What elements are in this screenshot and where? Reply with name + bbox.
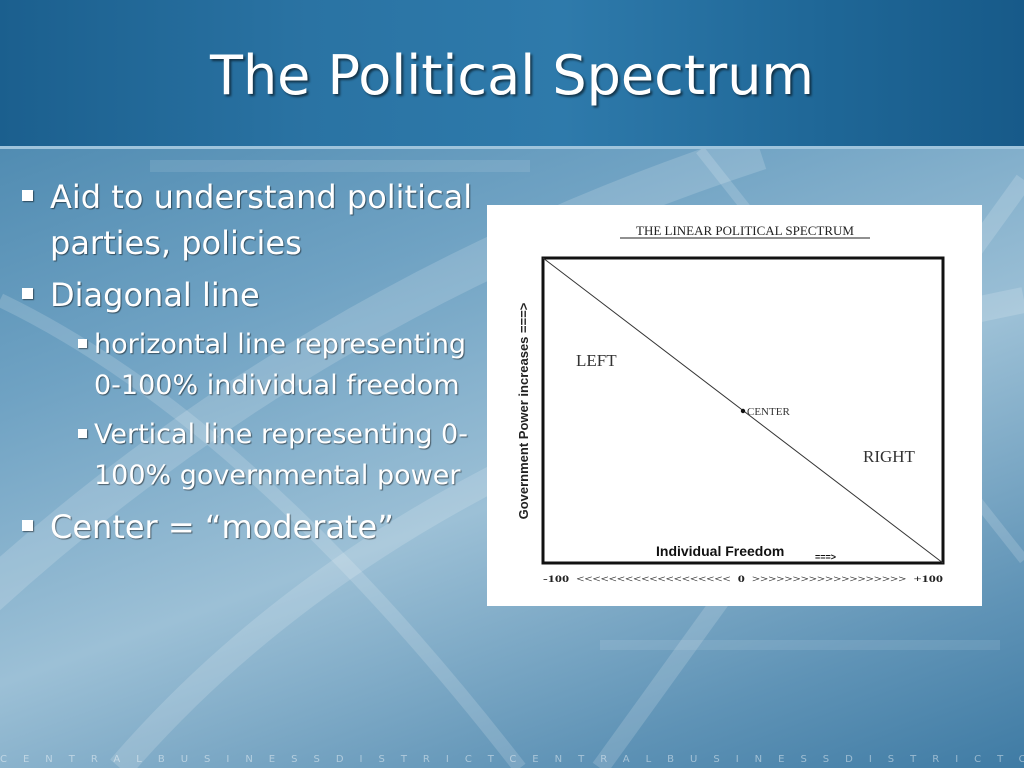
x-axis-arrow: ===> — [815, 552, 836, 562]
square-bullet-icon — [22, 520, 33, 531]
spectrum-figure: THE LINEAR POLITICAL SPECTRUM CENTER LEF… — [487, 205, 982, 606]
scale-text: -100 <<<<<<<<<<<<<<<<<<< 0 >>>>>>>>>>>>>… — [543, 574, 944, 584]
sub-bullet-item: horizontal line representing 0-100% indi… — [16, 324, 476, 406]
x-axis-label: Individual Freedom — [656, 543, 784, 559]
sub-bullet-text: horizontal line representing 0-100% indi… — [94, 329, 467, 401]
bullet-item: Diagonal line — [16, 272, 476, 318]
figure-title: THE LINEAR POLITICAL SPECTRUM — [636, 223, 854, 238]
bullet-text: Aid to understand political parties, pol… — [50, 178, 473, 262]
bullet-text: Diagonal line — [50, 276, 260, 314]
bullet-item: Aid to understand political parties, pol… — [16, 174, 476, 266]
right-label: RIGHT — [863, 447, 916, 466]
slide-title: The Political Spectrum — [209, 44, 815, 107]
sub-bullet-item: Vertical line representing 0-100% govern… — [16, 414, 476, 496]
square-bullet-icon — [78, 429, 87, 438]
sub-bullet-text: Vertical line representing 0-100% govern… — [94, 419, 468, 491]
bullet-list: Aid to understand political parties, pol… — [16, 174, 476, 556]
square-bullet-icon — [78, 339, 87, 348]
center-point — [740, 408, 746, 414]
footer-watermark: CENTRALBUSINESSDISTRICTCENTRALBUSINESSDI… — [0, 754, 1024, 765]
title-band — [0, 0, 1024, 149]
bullet-item: Center = “moderate” — [16, 504, 476, 550]
square-bullet-icon — [22, 288, 33, 299]
square-bullet-icon — [22, 190, 33, 201]
y-axis-label: Government Power increases ===> — [516, 302, 531, 519]
spectrum-diagram: THE LINEAR POLITICAL SPECTRUM CENTER LEF… — [516, 223, 945, 584]
spectrum-frame — [541, 256, 945, 565]
left-label: LEFT — [576, 351, 617, 370]
center-label: CENTER — [747, 406, 790, 418]
bullet-text: Center = “moderate” — [50, 508, 394, 546]
